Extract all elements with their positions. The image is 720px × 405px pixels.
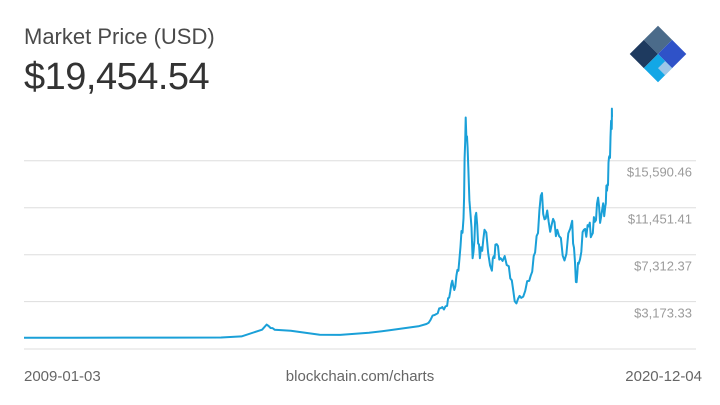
current-price: $19,454.54: [24, 56, 210, 98]
chart-grid: [24, 160, 696, 350]
start-date-label: 2009-01-03: [24, 368, 101, 385]
end-date-label: 2020-12-04: [625, 368, 702, 385]
y-tick-label: $7,312.37: [634, 259, 692, 274]
y-tick-label: $3,173.33: [634, 306, 692, 321]
y-tick-label: $11,451.41: [628, 212, 692, 227]
y-axis-ticks: $3,173.33 $7,312.37 $11,451.41 $15,590.46: [627, 165, 692, 321]
price-series-line: [24, 107, 613, 339]
y-tick-label: $15,590.46: [627, 165, 692, 180]
chart-title: Market Price (USD): [24, 24, 215, 49]
blockchain-logo-icon[interactable]: [618, 14, 698, 94]
